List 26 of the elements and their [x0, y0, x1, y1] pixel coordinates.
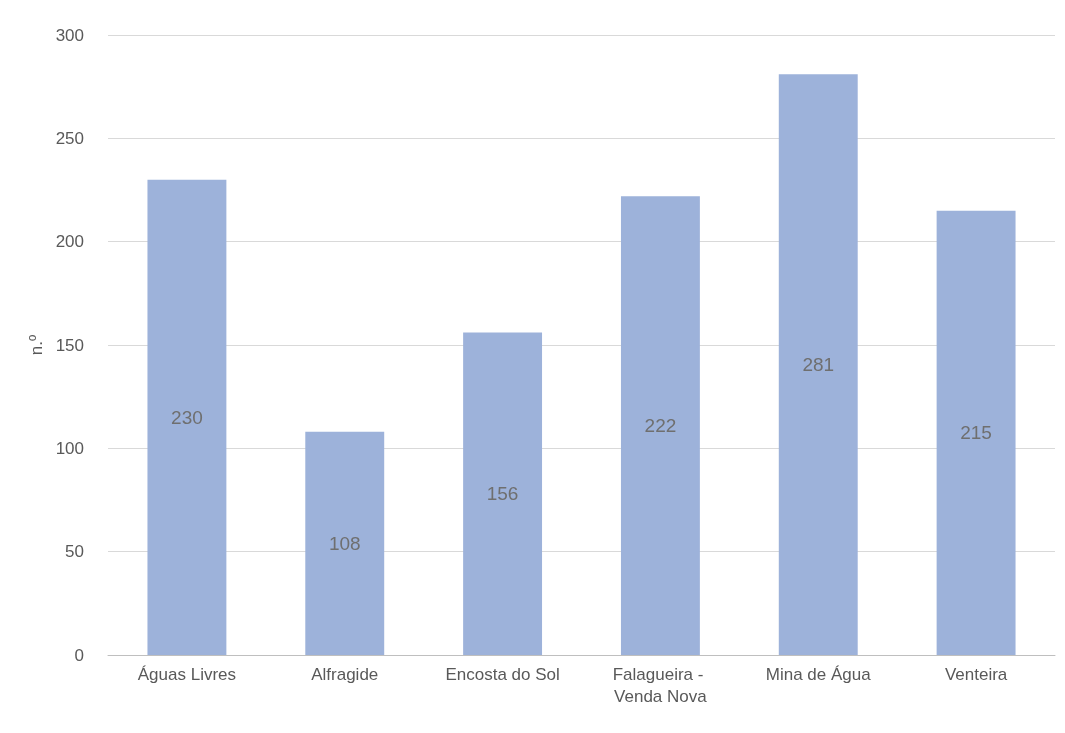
- bar: [463, 332, 543, 655]
- y-axis-title: n.º: [26, 334, 46, 356]
- y-tick-label: 250: [55, 128, 84, 148]
- y-tick-label: 300: [55, 25, 84, 45]
- x-tick-label: Falagueira - Venda Nova: [612, 664, 709, 706]
- data-label: 108: [328, 532, 361, 554]
- data-label: 281: [802, 354, 835, 376]
- bar: [620, 196, 700, 655]
- bar: [778, 74, 858, 655]
- x-tick-label: Venteira: [944, 664, 1008, 684]
- y-tick-label: 150: [55, 335, 84, 355]
- data-label: 222: [644, 415, 677, 437]
- y-tick-label: 50: [65, 542, 84, 562]
- data-label: 215: [960, 422, 992, 444]
- data-label: 156: [486, 483, 519, 505]
- y-tick-label: 100: [55, 438, 84, 458]
- data-label: 230: [171, 406, 203, 428]
- x-tick-label: Águas Livres: [137, 664, 237, 684]
- bar: [305, 431, 385, 655]
- bar: [936, 210, 1016, 655]
- y-tick-label: 200: [55, 232, 84, 252]
- x-tick-label: Alfragide: [311, 664, 379, 684]
- x-tick-label: Mina de Água: [765, 664, 872, 684]
- y-tick-label: 0: [74, 645, 84, 665]
- bar: [147, 179, 227, 655]
- x-tick-label: Encosta do Sol: [445, 664, 560, 684]
